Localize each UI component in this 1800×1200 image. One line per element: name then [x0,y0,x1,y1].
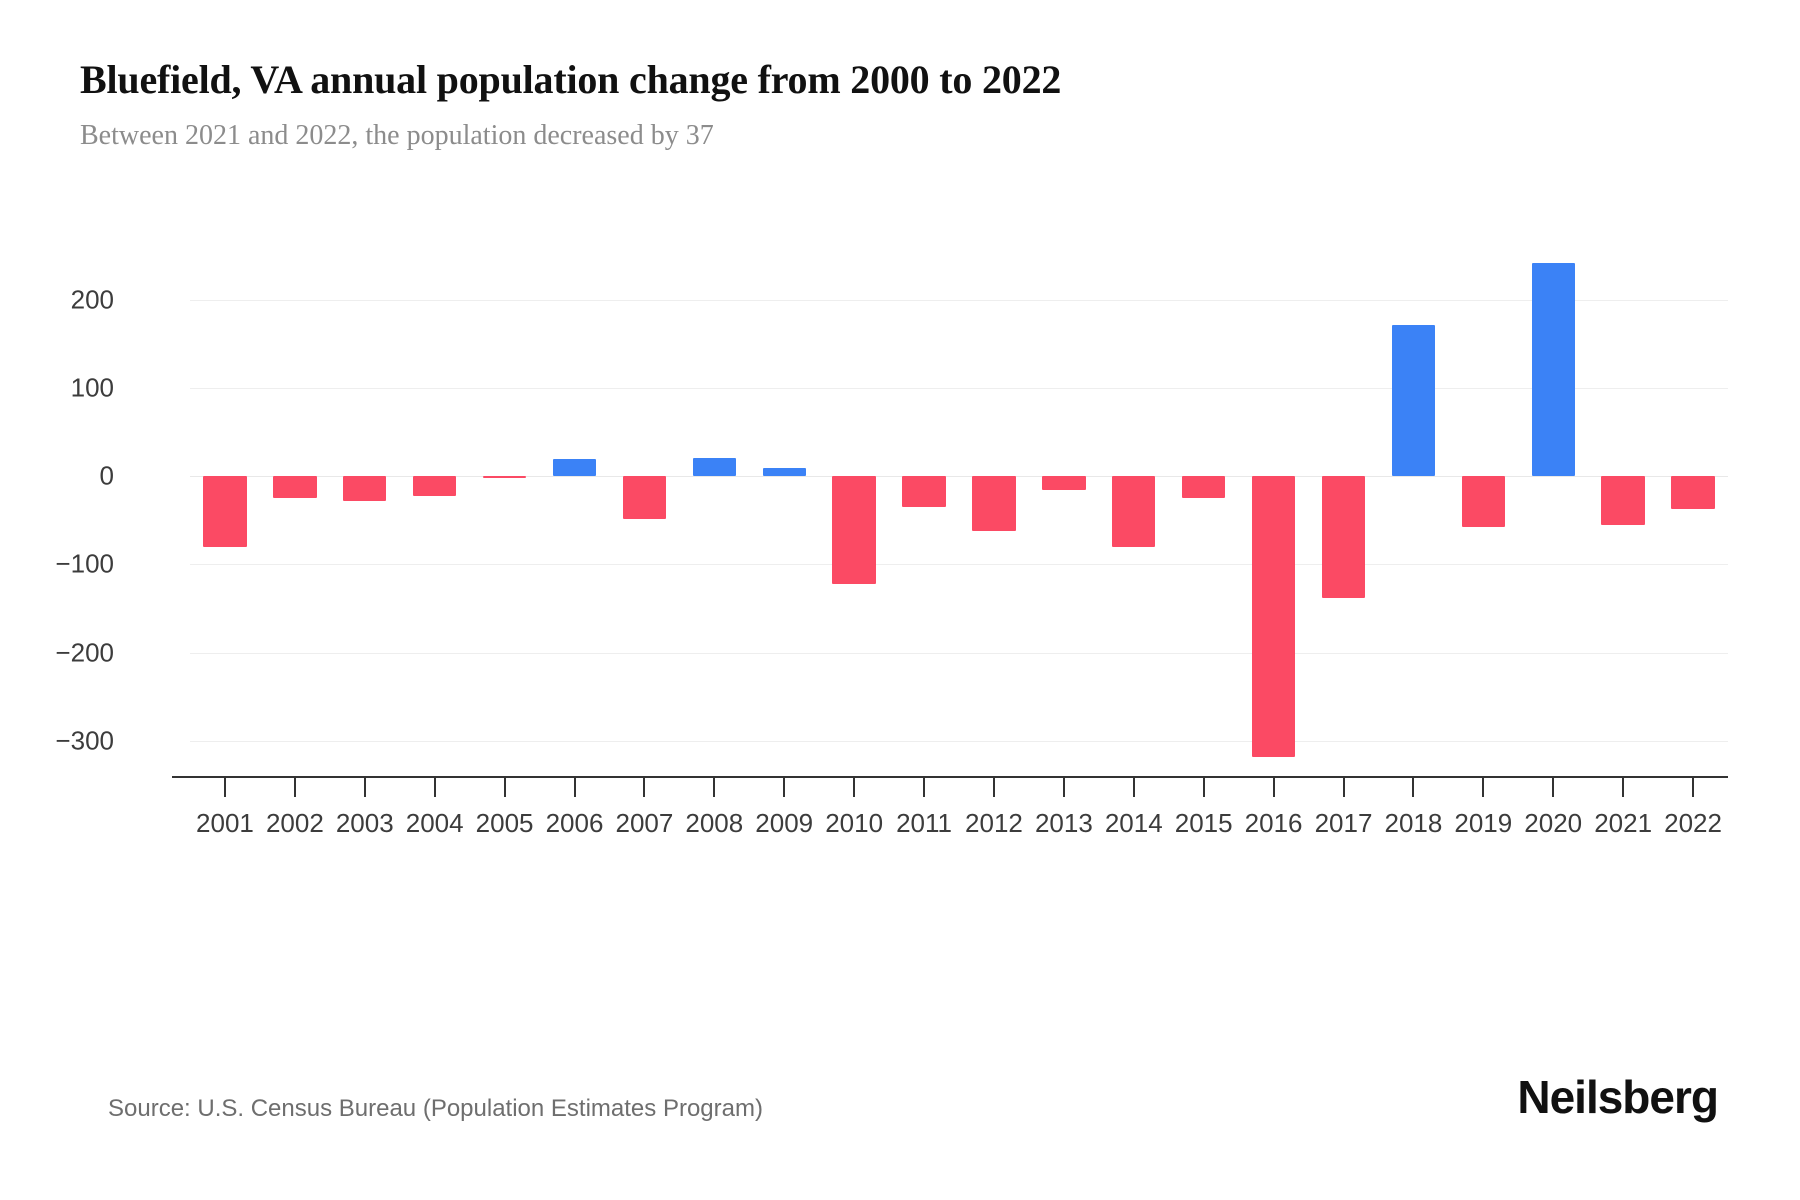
x-tick-2006 [573,777,576,797]
x-tick-2012 [992,777,995,797]
x-tick-2008 [713,777,716,797]
x-tick-label-2013: 2013 [1034,808,1093,838]
bar-2020[interactable] [1531,263,1575,477]
bar-2013[interactable] [1042,476,1086,490]
bar-2015[interactable] [1182,476,1226,499]
x-tick-label-2020: 2020 [1524,808,1583,838]
bar-2010[interactable] [832,476,876,584]
x-tick-label-2021: 2021 [1594,808,1653,838]
x-tick-2005 [503,777,506,797]
x-tick-2003 [363,777,366,797]
x-tick-2019 [1482,777,1485,797]
x-tick-2014 [1132,777,1135,797]
bar-2022[interactable] [1671,476,1715,509]
gridline--300 [190,740,1728,742]
x-tick-label-2004: 2004 [405,808,464,838]
x-tick-label-2018: 2018 [1384,808,1443,838]
x-tick-2017 [1342,777,1345,797]
x-tick-2015 [1202,777,1205,797]
x-tick-2002 [293,777,296,797]
x-tick-label-2003: 2003 [335,808,394,838]
bar-2002[interactable] [273,476,317,499]
bar-2001[interactable] [203,476,247,547]
bar-2018[interactable] [1391,324,1436,477]
x-tick-2018 [1412,777,1415,797]
x-tick-label-2007: 2007 [615,808,674,838]
y-tick-label-200: 200 [70,284,114,315]
x-tick-label-2015: 2015 [1174,808,1233,838]
x-tick-label-2017: 2017 [1314,808,1373,838]
bar-2008[interactable] [692,457,736,477]
x-tick-label-2010: 2010 [825,808,884,838]
y-tick-label-0: 0 [99,460,114,491]
bar-2009[interactable] [762,467,806,477]
gridline--100 [190,564,1728,566]
x-tick-label-2016: 2016 [1244,808,1303,838]
bar-2012[interactable] [972,476,1016,531]
gridline--200 [190,652,1728,654]
x-tick-label-2014: 2014 [1104,808,1163,838]
x-tick-label-2001: 2001 [196,808,254,838]
x-tick-label-2002: 2002 [265,808,324,838]
bar-2019[interactable] [1461,476,1505,527]
x-tick-2004 [433,777,436,797]
y-tick-label--300: −300 [55,725,114,756]
x-tick-2009 [783,777,786,797]
gridline-200 [190,300,1728,302]
gridline-0 [190,476,1728,478]
x-tick-2022 [1692,777,1695,797]
y-tick-label-100: 100 [70,372,114,403]
x-tick-2010 [853,777,856,797]
bar-2007[interactable] [622,476,667,519]
x-tick-label-2022: 2022 [1664,808,1722,838]
x-tick-label-2009: 2009 [755,808,814,838]
bar-chart-plot: 200 100 0 −100 −200 −300 2001 2002 2003 2004 2005… [55,256,1728,838]
x-tick-label-2011: 2011 [896,808,952,838]
x-tick-2001 [223,777,226,797]
x-tick-2007 [643,777,646,797]
bar-2016[interactable] [1251,476,1296,757]
x-tick-2020 [1552,777,1555,797]
x-tick-2021 [1622,777,1625,797]
bar-2017[interactable] [1321,476,1366,598]
x-tick-label-2005: 2005 [475,808,534,838]
x-tick-2013 [1062,777,1065,797]
gridline-100 [190,388,1728,390]
bar-2006[interactable] [552,458,597,477]
x-axis-line [172,776,1728,778]
bar-2011[interactable] [902,476,946,508]
x-tick-2011 [923,777,926,797]
x-tick-label-2008: 2008 [685,808,744,838]
page-subtitle: Between 2021 and 2022, the population de… [80,120,714,151]
bar-2021[interactable] [1601,476,1645,525]
bar-2004[interactable] [413,476,457,496]
source-note: Source: U.S. Census Bureau (Population E… [108,1095,763,1122]
y-tick-label--100: −100 [55,548,114,579]
bar-2014[interactable] [1112,476,1156,547]
x-tick-label-2012: 2012 [965,808,1023,838]
bar-2003[interactable] [343,476,387,501]
page-title: Bluefield, VA annual population change f… [80,57,1062,102]
brand-logo: Neilsberg [1517,1071,1719,1123]
x-tick-label-2019: 2019 [1454,808,1513,838]
bar-2005[interactable] [482,476,527,479]
x-tick-2016 [1272,777,1275,797]
x-tick-label-2006: 2006 [545,808,604,838]
y-tick-label--200: −200 [55,637,114,668]
